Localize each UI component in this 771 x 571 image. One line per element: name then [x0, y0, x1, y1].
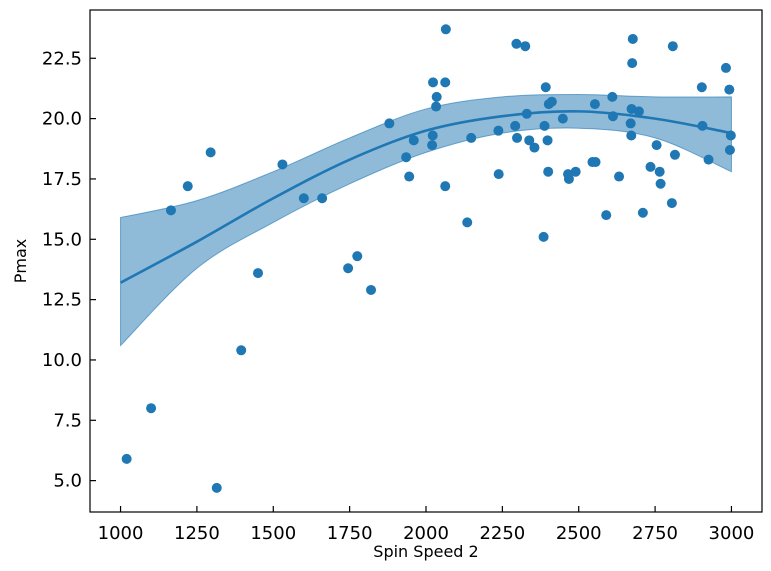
- scatter-point: [570, 166, 581, 177]
- scatter-point: [542, 135, 553, 146]
- x-tick-label: 1250: [174, 523, 220, 544]
- scatter-point: [462, 217, 473, 228]
- scatter-point: [521, 108, 532, 119]
- scatter-point: [696, 82, 707, 93]
- scatter-point: [633, 106, 644, 117]
- x-tick-label: 2250: [479, 523, 525, 544]
- y-tick-label: 15.0: [42, 229, 82, 250]
- scatter-point: [625, 118, 636, 129]
- x-tick-label: 1000: [98, 523, 144, 544]
- scatter-point: [520, 41, 531, 52]
- scatter-point: [253, 268, 263, 279]
- scatter-point: [546, 96, 557, 107]
- scatter-point: [557, 113, 568, 124]
- scatter-point: [654, 166, 665, 177]
- scatter-point: [512, 132, 523, 143]
- scatter-point: [404, 171, 415, 182]
- y-tick-label: 10.0: [42, 350, 82, 371]
- scatter-point: [440, 24, 451, 35]
- y-axis-label: Pmax: [11, 239, 30, 284]
- y-tick-label: 22.5: [42, 48, 82, 69]
- scatter-point: [236, 345, 247, 356]
- scatter-point: [637, 207, 648, 218]
- scatter-point: [493, 125, 504, 136]
- y-axis-ticks: 5.0 7.5 10.0 12.5 15.0 17.5 20.0 22.5: [42, 48, 96, 492]
- scatter-point: [277, 159, 288, 170]
- scatter-point: [590, 157, 601, 168]
- scatter-point: [703, 154, 714, 165]
- x-axis-label: Spin Speed 2: [373, 542, 478, 561]
- scatter-point: [651, 140, 662, 151]
- fit-line: [119, 110, 732, 284]
- scatter-point: [697, 120, 708, 131]
- scatter-point: [540, 82, 551, 93]
- scatter-point: [384, 118, 395, 129]
- y-tick-label: 7.5: [53, 410, 82, 431]
- y-tick-label: 5.0: [53, 471, 82, 492]
- x-tick-label: 2500: [556, 523, 602, 544]
- scatter-point: [466, 132, 477, 143]
- scatter-point: [343, 263, 354, 274]
- scatter-point: [589, 99, 600, 110]
- scatter-point: [401, 152, 412, 163]
- scatter-point: [563, 173, 574, 184]
- scatter-point: [366, 284, 377, 295]
- scatter-point: [317, 193, 328, 204]
- y-tick-label: 12.5: [42, 290, 82, 311]
- x-tick-label: 3000: [709, 523, 755, 544]
- scatter-point: [165, 205, 176, 216]
- scatter-point: [121, 453, 132, 464]
- scatter-point: [205, 147, 216, 158]
- scatter-point: [626, 130, 637, 141]
- scatter-point: [298, 193, 309, 204]
- scatter-point: [543, 166, 554, 177]
- scatter-point: [440, 181, 451, 192]
- x-tick-label: 2000: [403, 523, 449, 544]
- scatter-point: [724, 144, 735, 155]
- scatter-point: [352, 251, 363, 262]
- scatter-point: [720, 62, 731, 73]
- scatter-point: [427, 140, 438, 151]
- confidence-band-layer: [120, 93, 732, 347]
- scatter-point: [539, 120, 550, 131]
- scatter-point: [645, 161, 656, 172]
- scatter-points-layer: [121, 24, 736, 493]
- scatter-point: [614, 171, 625, 182]
- x-tick-label: 1500: [250, 523, 296, 544]
- scatter-point: [211, 482, 222, 493]
- scatter-point: [601, 210, 612, 221]
- x-tick-label: 2750: [632, 523, 678, 544]
- scatter-point: [431, 91, 442, 102]
- scatter-point: [607, 111, 618, 122]
- scatter-point: [655, 178, 666, 189]
- scatter-point: [427, 130, 438, 141]
- scatter-point: [146, 403, 157, 414]
- scatter-point: [529, 142, 540, 153]
- y-tick-label: 20.0: [42, 109, 82, 130]
- scatter-point: [408, 135, 419, 146]
- scatter-point: [510, 120, 521, 131]
- scatter-point: [428, 77, 439, 88]
- scatter-point: [669, 149, 680, 160]
- scatter-point: [725, 130, 736, 141]
- scatter-point: [538, 231, 549, 242]
- scatter-point: [493, 169, 504, 180]
- scatter-point: [431, 101, 442, 112]
- fit-line-layer: [119, 110, 732, 284]
- confidence-band: [120, 93, 732, 347]
- scatter-point: [182, 181, 193, 192]
- scatter-point: [511, 38, 522, 49]
- scatter-point: [724, 84, 735, 95]
- scatter-point: [524, 135, 535, 146]
- scatter-point: [627, 33, 638, 44]
- scatter-point: [667, 41, 678, 52]
- scatter-point: [666, 198, 677, 209]
- scatter-point: [627, 58, 638, 69]
- scatter-point: [440, 77, 451, 88]
- x-axis-ticks: 1000 1250 1500 1750 2000 2250 2500 2750 3000: [98, 506, 755, 544]
- scatter-point: [607, 91, 618, 102]
- x-tick-label: 1750: [327, 523, 373, 544]
- y-tick-label: 17.5: [42, 169, 82, 190]
